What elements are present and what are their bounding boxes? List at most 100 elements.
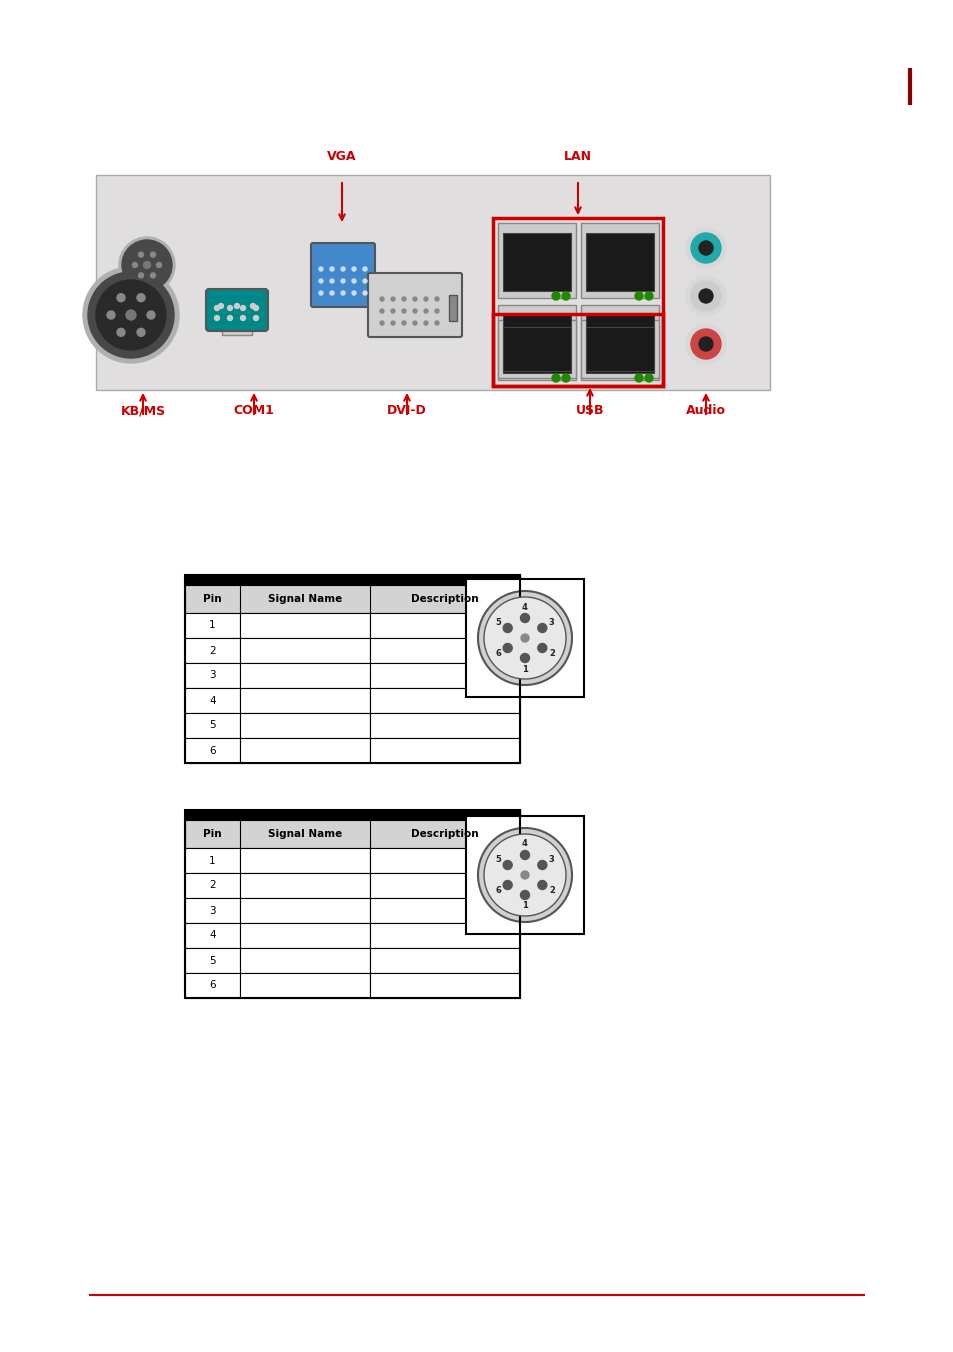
Text: 5: 5: [209, 721, 215, 730]
Circle shape: [502, 644, 512, 653]
Bar: [370, 848, 519, 873]
Circle shape: [253, 315, 258, 320]
Bar: [185, 612, 240, 638]
Circle shape: [644, 375, 652, 383]
Text: 3: 3: [209, 671, 215, 680]
Circle shape: [126, 310, 136, 320]
Circle shape: [363, 291, 367, 295]
Bar: [497, 223, 576, 297]
Circle shape: [330, 266, 334, 270]
Circle shape: [699, 241, 712, 256]
Circle shape: [88, 272, 173, 358]
Circle shape: [147, 311, 154, 319]
Circle shape: [218, 303, 223, 308]
Circle shape: [552, 292, 559, 300]
Text: 2: 2: [548, 649, 555, 658]
Circle shape: [83, 266, 179, 362]
Bar: [580, 320, 659, 379]
Circle shape: [352, 279, 355, 283]
Circle shape: [435, 310, 438, 314]
Bar: [185, 662, 240, 688]
Circle shape: [552, 375, 559, 383]
Bar: [370, 948, 519, 973]
Circle shape: [537, 880, 546, 890]
Text: 2: 2: [548, 886, 555, 895]
Circle shape: [502, 623, 512, 633]
Bar: [222, 324, 252, 335]
Bar: [185, 575, 519, 585]
Bar: [185, 873, 240, 898]
Circle shape: [685, 324, 725, 364]
Bar: [370, 688, 519, 713]
Bar: [493, 218, 662, 387]
Circle shape: [699, 289, 712, 303]
Text: DVI-D: DVI-D: [387, 404, 426, 416]
Circle shape: [413, 320, 416, 324]
Circle shape: [561, 375, 569, 383]
Circle shape: [690, 233, 720, 264]
Circle shape: [401, 310, 406, 314]
Circle shape: [318, 279, 323, 283]
Bar: [240, 923, 370, 948]
Text: 4: 4: [521, 603, 527, 611]
Text: 3: 3: [209, 906, 215, 915]
Bar: [585, 327, 654, 370]
Bar: [185, 821, 519, 848]
Bar: [370, 898, 519, 923]
Circle shape: [137, 329, 145, 337]
Bar: [240, 873, 370, 898]
Text: 6: 6: [495, 649, 500, 658]
Text: Pin: Pin: [203, 594, 222, 604]
Circle shape: [132, 262, 137, 268]
Circle shape: [423, 320, 428, 324]
Text: 4: 4: [521, 840, 527, 849]
Circle shape: [483, 834, 565, 917]
Circle shape: [340, 279, 345, 283]
Circle shape: [477, 591, 572, 685]
Text: 5: 5: [495, 618, 500, 627]
Bar: [502, 233, 571, 291]
Text: 1: 1: [521, 902, 527, 910]
Circle shape: [227, 306, 233, 311]
Circle shape: [413, 310, 416, 314]
Circle shape: [391, 297, 395, 301]
Circle shape: [690, 281, 720, 311]
Circle shape: [318, 291, 323, 295]
Text: LAN: LAN: [563, 150, 592, 164]
Text: Description: Description: [411, 829, 478, 840]
Circle shape: [253, 306, 258, 311]
Text: Signal Name: Signal Name: [268, 829, 342, 840]
Bar: [580, 306, 659, 380]
Text: 3: 3: [548, 618, 554, 627]
Bar: [96, 174, 769, 389]
Bar: [185, 585, 519, 612]
Circle shape: [340, 266, 345, 270]
Bar: [185, 738, 240, 763]
FancyBboxPatch shape: [311, 243, 375, 307]
Circle shape: [699, 337, 712, 352]
Circle shape: [340, 291, 345, 295]
Circle shape: [318, 266, 323, 270]
Circle shape: [251, 303, 255, 308]
Bar: [185, 810, 519, 998]
Circle shape: [502, 880, 512, 890]
Circle shape: [423, 310, 428, 314]
Circle shape: [401, 320, 406, 324]
Bar: [185, 638, 240, 662]
Bar: [370, 713, 519, 738]
Circle shape: [391, 320, 395, 324]
Bar: [185, 688, 240, 713]
Bar: [585, 233, 654, 291]
Bar: [240, 638, 370, 662]
Bar: [449, 295, 456, 320]
Bar: [185, 810, 519, 821]
Bar: [370, 923, 519, 948]
Circle shape: [138, 251, 143, 257]
Text: 6: 6: [495, 886, 500, 895]
Circle shape: [227, 315, 233, 320]
Text: 4: 4: [209, 695, 215, 706]
Text: 1: 1: [521, 664, 527, 673]
Bar: [240, 688, 370, 713]
Bar: [185, 948, 240, 973]
FancyBboxPatch shape: [206, 289, 268, 331]
